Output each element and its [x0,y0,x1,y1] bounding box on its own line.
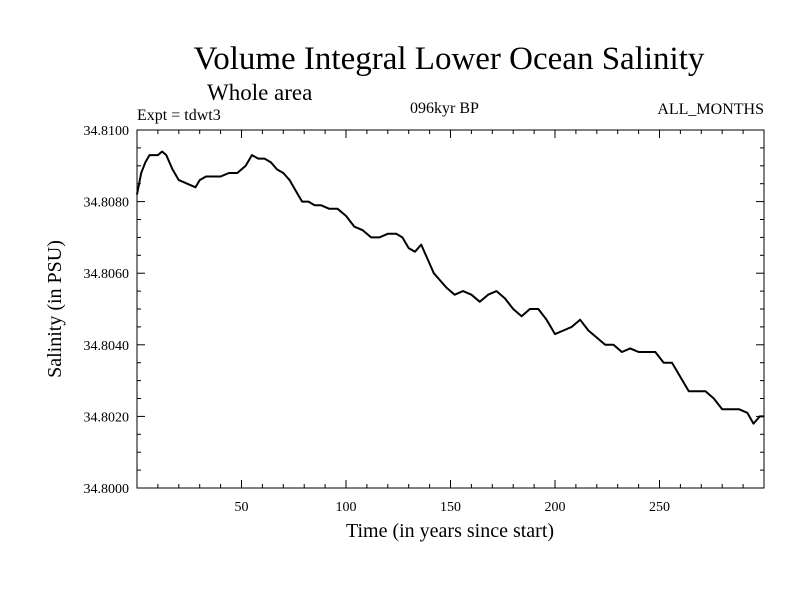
x-axis-label: Time (in years since start) [346,520,554,542]
x-axis-ticks [157,130,744,488]
y-tick-label: 34.8000 [84,482,130,497]
experiment-label: Expt = tdwt3 [137,107,221,124]
x-tick-label: 250 [649,500,670,515]
y-axis-label: Salinity (in PSU) [44,240,66,378]
x-tick-label: 50 [235,500,249,515]
y-tick-label: 34.8080 [84,196,130,211]
x-axis-tick-labels: 50 100 150 200 250 [235,500,671,515]
x-tick-label: 100 [336,500,357,515]
period-label: 096kyr BP [410,100,479,117]
y-tick-label: 34.8020 [84,410,130,425]
y-axis-ticks [137,147,764,471]
y-tick-label: 34.8040 [84,339,130,354]
x-tick-label: 150 [440,500,461,515]
y-tick-label: 34.8060 [84,267,130,282]
y-tick-label: 34.8100 [84,124,130,139]
salinity-series-line [136,150,764,425]
x-tick-label: 200 [545,500,566,515]
chart-title: Volume Integral Lower Ocean Salinity [194,41,705,77]
plot-frame [136,129,765,489]
y-axis-tick-labels: 34.8000 34.8020 34.8040 34.8060 34.8080 34.81… [84,124,130,497]
months-label: ALL_MONTHS [657,101,764,118]
chart-subtitle: Whole area [207,80,312,105]
